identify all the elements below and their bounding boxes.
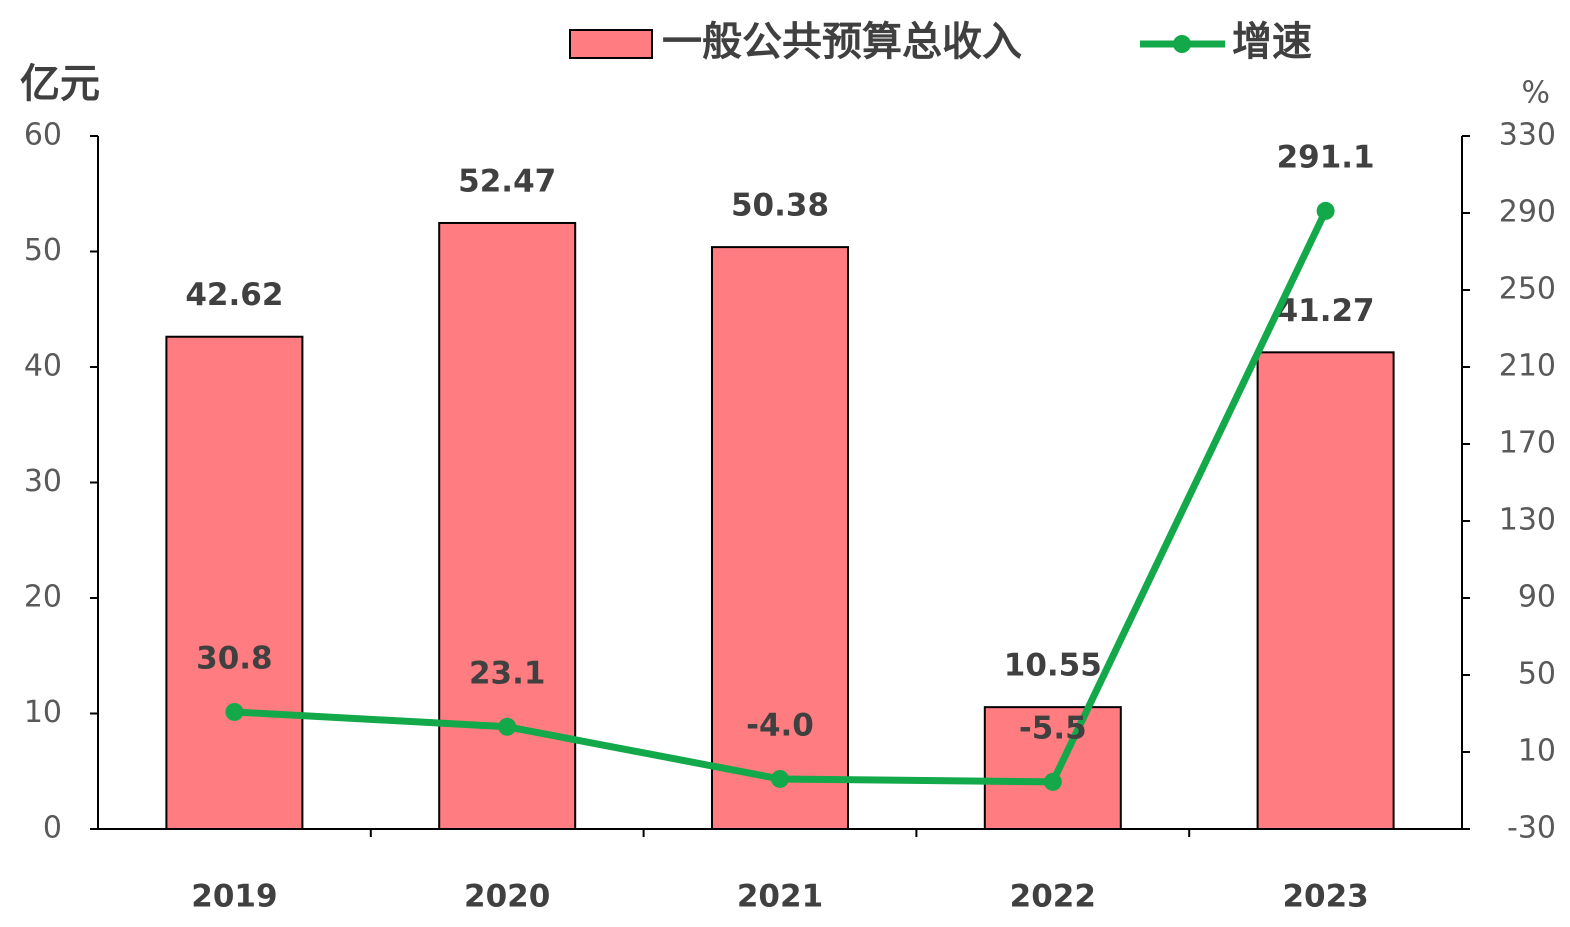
y-tick-label: 20 (24, 580, 62, 615)
legend-line-marker (1173, 35, 1191, 53)
x-tick-label: 2020 (464, 879, 550, 915)
y2-tick-label: 170 (1499, 426, 1556, 461)
line-marker (225, 702, 244, 721)
data-label: 291.1 (1277, 139, 1375, 175)
line-marker (1316, 201, 1335, 220)
y2-tick-label: 90 (1518, 580, 1556, 615)
data-label: 41.27 (1277, 293, 1375, 329)
data-label: 52.47 (458, 163, 556, 199)
data-label: 10.55 (1004, 648, 1102, 684)
y2-tick-label: 50 (1518, 657, 1556, 692)
y2-axis-title: % (1521, 76, 1550, 111)
line-marker (498, 717, 517, 736)
y-tick-label: 10 (24, 695, 62, 730)
x-tick-label: 2021 (737, 879, 823, 915)
bar (1256, 351, 1395, 830)
line-marker (771, 769, 789, 788)
data-label: 42.62 (185, 277, 283, 313)
bar (165, 335, 304, 830)
data-label: 50.38 (731, 188, 829, 224)
legend-label: 增速 (1232, 19, 1312, 65)
x-tick-label: 2023 (1282, 879, 1368, 915)
data-label: 23.1 (469, 655, 546, 691)
data-label: -4.0 (746, 707, 814, 743)
data-label: -5.5 (1019, 710, 1087, 746)
y2-tick-label: 10 (1518, 734, 1556, 769)
y-tick-label: 0 (43, 811, 62, 846)
line-marker (1043, 772, 1062, 791)
y-tick-label: 50 (24, 233, 62, 268)
x-tick-label: 2022 (1010, 879, 1096, 915)
y2-tick-label: 210 (1499, 349, 1556, 384)
y2-tick-label: 330 (1499, 118, 1556, 153)
y2-tick-label: -30 (1507, 811, 1556, 846)
y2-tick-label: 130 (1499, 503, 1556, 538)
y2-tick-label: 250 (1499, 272, 1556, 307)
y-axis-title: 亿元 (20, 61, 100, 107)
legend-bar-swatch (569, 29, 653, 59)
y-tick-label: 40 (24, 349, 62, 384)
legend-label: 一般公共预算总收入 (662, 19, 1022, 65)
x-tick-label: 2019 (191, 879, 277, 915)
data-label: 30.8 (196, 640, 273, 676)
y-tick-label: 30 (24, 464, 62, 499)
y2-tick-label: 290 (1499, 195, 1556, 230)
y-tick-label: 60 (24, 118, 62, 153)
bar (983, 706, 1122, 831)
